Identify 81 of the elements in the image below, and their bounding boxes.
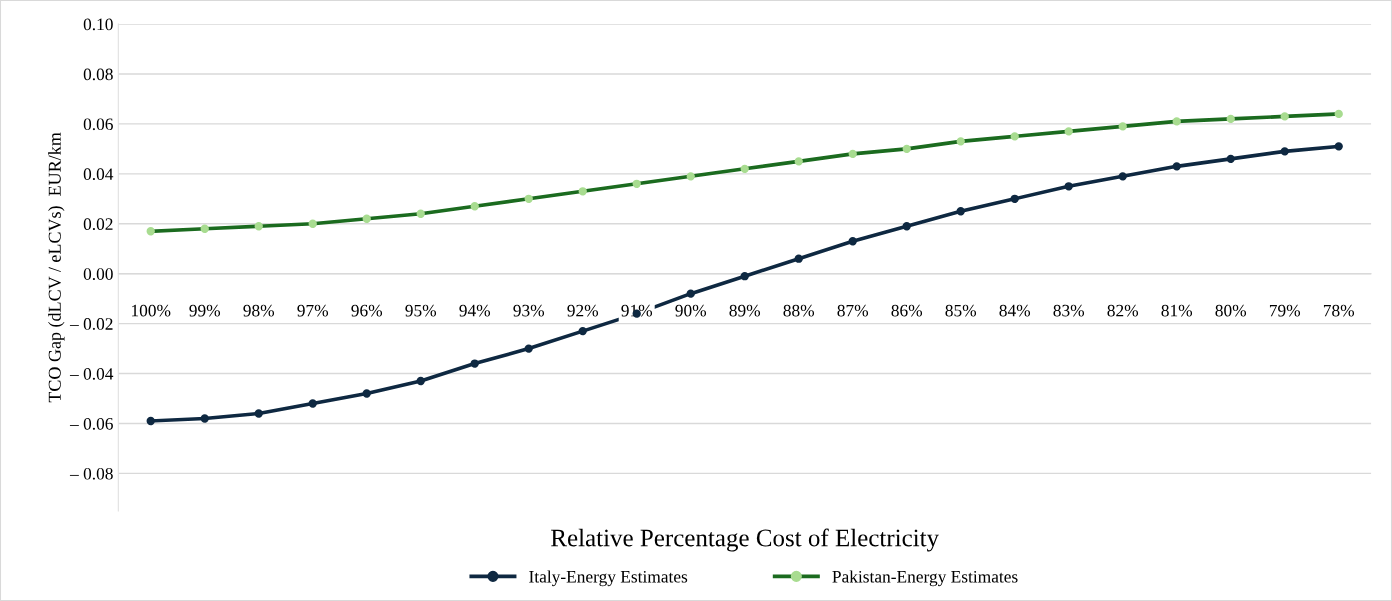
point <box>740 272 749 281</box>
point <box>1118 122 1127 131</box>
x-tick-label: 82% <box>1107 304 1139 317</box>
point <box>1172 117 1181 126</box>
y-axis-title: TCO Gap (dLCV / eLCVs) EUR/km <box>48 132 65 403</box>
point <box>1280 112 1289 121</box>
point <box>1064 127 1073 136</box>
point <box>416 209 425 218</box>
x-tick-label: 83% <box>1053 304 1085 317</box>
point <box>578 326 587 336</box>
point <box>524 344 533 353</box>
y-tick-label: – 0.06 <box>69 417 113 430</box>
point <box>848 149 857 159</box>
point <box>1334 142 1343 151</box>
point <box>1118 172 1127 181</box>
point <box>794 254 803 263</box>
point <box>416 376 425 386</box>
x-tick-label: 99% <box>189 304 221 317</box>
x-tick-label: 98% <box>243 304 275 317</box>
point <box>1010 194 1019 203</box>
y-tick-label: 0.02 <box>83 218 113 231</box>
point <box>956 207 965 216</box>
x-tick-label: 84% <box>999 304 1031 317</box>
point <box>1334 109 1343 119</box>
point <box>902 222 911 231</box>
point <box>470 359 479 368</box>
x-tick-label: 96% <box>351 304 383 317</box>
point <box>200 224 209 233</box>
point <box>578 187 587 196</box>
x-tick-label: 85% <box>945 304 977 317</box>
x-tick-label: 89% <box>729 304 761 317</box>
point <box>1226 154 1235 164</box>
y-tick-label: 0.00 <box>83 268 113 280</box>
x-tick-label: 93% <box>513 304 545 317</box>
y-tick-label: 0.04 <box>83 168 114 181</box>
point <box>1226 114 1235 124</box>
x-tick-label: 90% <box>675 304 707 317</box>
x-tick-label: 81% <box>1161 304 1193 317</box>
point <box>632 179 641 188</box>
x-tick-label: 78% <box>1323 304 1355 317</box>
point <box>1010 132 1019 141</box>
y-tick-label: 0.08 <box>83 68 113 81</box>
y-tick-label: – 0.08 <box>69 467 113 480</box>
point <box>1064 182 1073 191</box>
x-axis-title: Relative Percentage Cost of Electricity <box>551 528 939 552</box>
point <box>956 137 965 146</box>
x-tick-label: 88% <box>783 304 815 317</box>
point <box>686 289 695 298</box>
y-tick-label: 0.10 <box>83 18 113 31</box>
point <box>146 227 155 236</box>
legend-label: Italy-Energy Estimates <box>529 570 688 587</box>
point <box>794 157 803 166</box>
point <box>308 219 317 228</box>
legend-label: Pakistan-Energy Estimates <box>832 570 1018 587</box>
point <box>146 416 155 426</box>
point <box>902 144 911 154</box>
x-tick-label: 100% <box>132 304 171 317</box>
x-tick-label: 80% <box>1215 304 1247 317</box>
y-tick-label: – 0.04 <box>69 368 114 380</box>
point <box>254 222 263 231</box>
y-tick-label: – 0.02 <box>69 318 113 330</box>
point <box>686 172 695 181</box>
x-tick-label: 94% <box>459 304 491 317</box>
x-tick-label: 87% <box>837 304 869 317</box>
point <box>308 399 317 408</box>
x-tick-label: 95% <box>405 304 437 317</box>
x-tick-label: 92% <box>567 304 599 317</box>
x-tick-label: 86% <box>891 304 923 317</box>
y-tick-label: 0.06 <box>83 118 113 131</box>
point <box>1280 147 1289 156</box>
point <box>1172 162 1181 171</box>
point <box>524 194 533 203</box>
point <box>470 202 479 211</box>
point <box>848 237 857 246</box>
point <box>362 214 371 223</box>
point <box>200 414 209 423</box>
x-tick-label: 79% <box>1269 304 1301 317</box>
x-tick-label: 97% <box>297 304 329 317</box>
point <box>254 409 263 418</box>
point <box>362 389 371 398</box>
point <box>740 164 749 173</box>
